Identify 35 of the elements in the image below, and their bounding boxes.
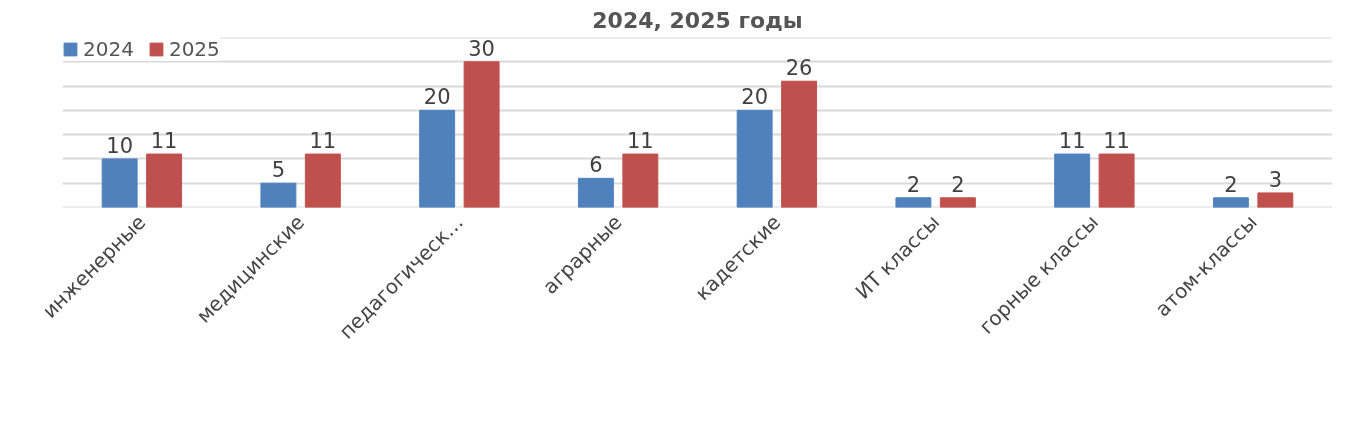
bar [736, 109, 773, 208]
data-label: 10 [106, 133, 134, 158]
data-label: 11 [1103, 129, 1130, 154]
bar [781, 80, 818, 208]
bar [304, 153, 341, 208]
data-label: 2 [906, 172, 921, 197]
data-label: 3 [1268, 167, 1283, 192]
data-label: 26 [785, 56, 813, 81]
chart-title: 2024, 2025 годы [592, 7, 803, 33]
bar [622, 153, 659, 208]
data-label: 5 [271, 158, 286, 183]
bar [895, 197, 932, 208]
bar [1054, 153, 1091, 208]
bar [1098, 153, 1135, 208]
bar [463, 61, 500, 208]
bar [1257, 192, 1294, 208]
bar [577, 177, 614, 208]
bar [419, 109, 456, 208]
data-label: 11 [309, 129, 337, 154]
legend-label: 2025 [168, 37, 220, 61]
data-label: 11 [626, 129, 654, 154]
data-label: 11 [150, 129, 178, 154]
bar [1212, 197, 1249, 208]
data-label: 20 [423, 85, 451, 110]
legend-label: 2024 [83, 37, 134, 61]
data-label: 6 [589, 153, 603, 178]
data-label: 11 [1058, 129, 1086, 154]
bar [260, 182, 297, 208]
bar [939, 197, 976, 208]
data-label: 30 [468, 36, 495, 61]
bar [146, 153, 183, 208]
bar [101, 158, 138, 208]
data-label: 20 [741, 85, 769, 110]
data-label: 2 [951, 172, 965, 197]
data-label: 2 [1224, 172, 1238, 197]
